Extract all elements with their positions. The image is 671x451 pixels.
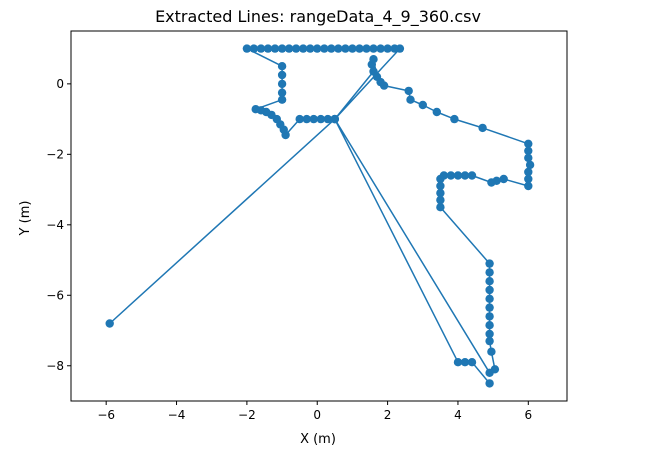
x-tick-label: 6 [524, 408, 532, 422]
data-point [487, 347, 496, 356]
data-point [418, 100, 427, 110]
data-point [436, 188, 445, 198]
x-tick-label: −6 [97, 408, 115, 422]
data-point [327, 44, 336, 53]
data-point [485, 259, 494, 268]
data-point [323, 114, 332, 124]
y-tick-label: −2 [46, 147, 64, 161]
y-tick-label: 0 [56, 77, 64, 91]
x-tick-label: 2 [384, 408, 392, 422]
data-point [395, 44, 405, 53]
data-point [436, 181, 445, 191]
data-point [376, 44, 385, 53]
chart-title: Extracted Lines: rangeData_4_9_360.csv [155, 7, 481, 27]
data-point [383, 44, 392, 53]
y-tick-label: −6 [46, 288, 64, 302]
data-point [487, 178, 496, 187]
x-tick-label: 4 [454, 408, 462, 422]
data-point [524, 146, 533, 155]
data-point [524, 181, 533, 191]
data-point [256, 44, 266, 53]
y-axis-label: Y (m) [18, 201, 33, 237]
data-point [450, 114, 459, 124]
data-point [330, 114, 339, 124]
data-point [105, 319, 114, 328]
plot-layer [105, 44, 535, 388]
data-point [277, 44, 287, 53]
x-axis-label: X (m) [300, 432, 336, 447]
plot-frame [70, 30, 568, 402]
data-point [302, 114, 311, 124]
data-point [524, 174, 533, 184]
data-point [453, 171, 463, 180]
data-point [295, 114, 304, 124]
data-point [309, 114, 318, 124]
data-point [467, 358, 477, 367]
data-point [334, 44, 343, 53]
y-tick-label: −4 [46, 218, 64, 232]
data-point [379, 81, 389, 90]
data-point [362, 44, 371, 53]
data-point [525, 160, 535, 170]
data-point [485, 268, 494, 277]
data-point [270, 44, 280, 53]
data-point [485, 368, 494, 377]
data-point [524, 167, 533, 177]
data-point [485, 321, 494, 330]
y-tick-label: −8 [46, 359, 64, 373]
data-point [306, 44, 315, 53]
data-point [277, 95, 287, 104]
data-point [485, 294, 494, 303]
data-point [478, 123, 487, 133]
data-point [242, 44, 252, 53]
data-point [369, 55, 378, 64]
data-point [436, 203, 445, 212]
data-point [277, 79, 287, 89]
data-point [485, 277, 494, 286]
data-point [277, 61, 287, 71]
data-point [485, 336, 494, 346]
data-point [524, 139, 533, 148]
data-point [249, 44, 259, 53]
data-point [485, 303, 494, 312]
x-tick-label: −2 [238, 408, 256, 422]
data-point [277, 70, 287, 80]
data-point [348, 44, 357, 53]
data-point [524, 153, 533, 163]
data-point [313, 44, 322, 53]
data-point [460, 171, 470, 180]
data-point [291, 44, 301, 53]
data-point [355, 44, 364, 53]
data-point [284, 44, 294, 53]
data-point [453, 358, 463, 367]
data-point [467, 171, 477, 180]
data-point [485, 285, 494, 295]
data-point [432, 107, 441, 117]
data-point [436, 174, 445, 184]
data-point [320, 44, 329, 53]
data-point [251, 105, 260, 114]
data-point [499, 174, 508, 184]
data-point [485, 329, 494, 339]
data-point [316, 114, 325, 124]
x-tick-label: −4 [168, 408, 186, 422]
axes-layer: −6 −4 −2 0 2 4 6 −8 −6 −4 −2 0 [46, 30, 568, 422]
data-point [460, 358, 470, 367]
data-point [485, 312, 494, 321]
data-point [277, 88, 287, 97]
data-point [369, 44, 378, 53]
data-point [263, 44, 273, 53]
data-point [485, 379, 494, 388]
data-point [404, 86, 413, 96]
x-tick-label: 0 [313, 408, 321, 422]
data-point [406, 95, 415, 104]
data-point [436, 195, 445, 205]
data-point [446, 171, 456, 180]
data-point [299, 44, 308, 53]
data-point [341, 44, 350, 53]
